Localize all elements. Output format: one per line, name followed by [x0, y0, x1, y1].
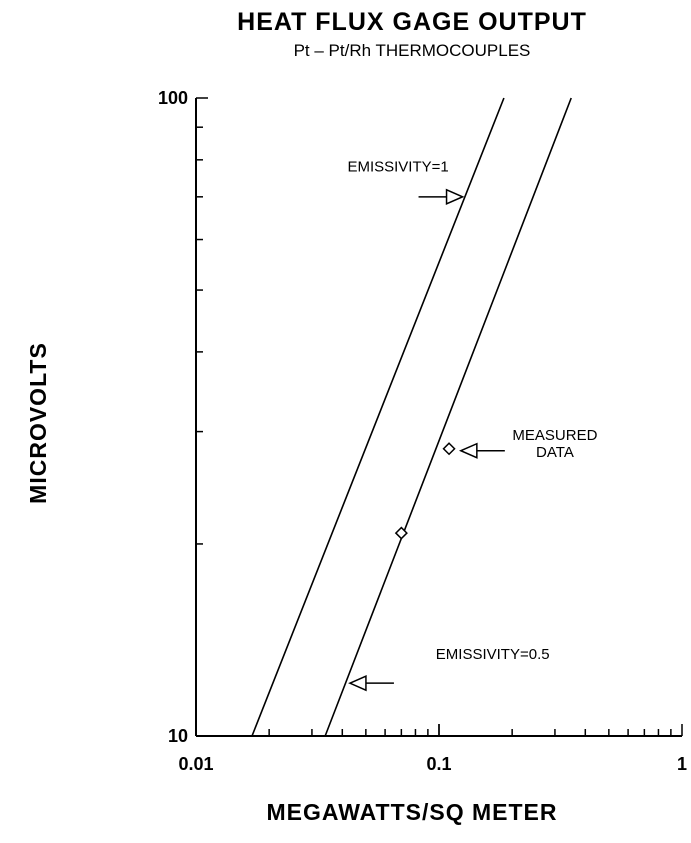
annotation-label: MEASURED — [512, 427, 597, 444]
x-axis-title: MEGAWATTS/SQ METER — [266, 799, 557, 825]
annotation-label: EMISSIVITY=0.5 — [436, 646, 550, 663]
arrow-left-icon — [348, 675, 394, 692]
y-axis-title: MICROVOLTS — [25, 342, 51, 504]
chart-title: HEAT FLUX GAGE OUTPUT — [237, 8, 587, 36]
y-tick-label: 100 — [158, 88, 188, 108]
x-tick-label: 1 — [677, 754, 687, 774]
chart-subtitle: Pt – Pt/Rh THERMOCOUPLES — [294, 41, 531, 60]
annotation-label: EMISSIVITY=1 — [347, 159, 448, 176]
plot-area — [251, 97, 572, 737]
arrow-head — [445, 188, 465, 205]
data-point — [394, 526, 408, 540]
arrow-left-icon — [458, 442, 505, 459]
y-tick-label: 10 — [168, 726, 188, 746]
x-tick-label: 0.1 — [426, 754, 451, 774]
x-tick-label: 0.01 — [178, 754, 213, 774]
arrow-right-icon — [418, 188, 465, 205]
series-line — [324, 97, 572, 737]
arrow-head — [458, 442, 478, 459]
annotation-label: DATA — [536, 444, 574, 461]
axes: 0.01 0.1 1 10 100 — [158, 88, 687, 774]
arrow-head — [348, 675, 367, 692]
data-point — [442, 442, 456, 456]
series-line — [251, 97, 505, 737]
